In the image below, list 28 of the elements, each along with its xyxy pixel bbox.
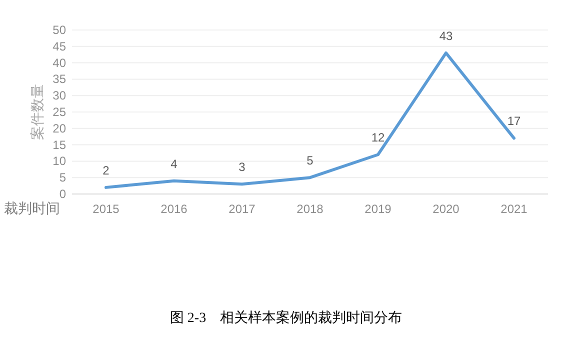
ytick-label: 10 xyxy=(52,154,66,168)
data-label: 17 xyxy=(507,114,521,128)
caption: 图 2-3 相关样本案例的裁判时间分布 xyxy=(170,311,402,326)
ytick-label: 5 xyxy=(59,170,66,185)
xtick-label: 2020 xyxy=(432,202,460,216)
data-label: 5 xyxy=(306,154,314,168)
data-label: 3 xyxy=(238,160,246,174)
xtick-label: 2016 xyxy=(160,202,188,216)
ytick-label: 50 xyxy=(52,23,66,37)
data-label: 2 xyxy=(102,163,110,178)
ytick-label: 30 xyxy=(52,88,66,103)
xtick-label: 2021 xyxy=(500,202,528,216)
data-label: 43 xyxy=(439,28,453,43)
x-axis-title: 裁判时间 xyxy=(4,200,60,216)
xtick-label: 2018 xyxy=(296,202,324,216)
ytick-label: 0 xyxy=(59,187,66,201)
ytick-label: 25 xyxy=(52,105,66,119)
ytick-label: 20 xyxy=(52,121,66,136)
ytick-label: 35 xyxy=(52,72,66,86)
xtick-label: 2019 xyxy=(364,202,392,216)
data-label: 4 xyxy=(170,156,178,171)
ytick-label: 15 xyxy=(52,138,66,152)
data-label: 12 xyxy=(371,130,385,145)
xtick-label: 2015 xyxy=(92,202,120,216)
ytick-label: 45 xyxy=(52,39,66,54)
y-axis-title: 案件数量 xyxy=(29,84,45,140)
xtick-label: 2017 xyxy=(228,202,256,216)
ytick-label: 40 xyxy=(52,56,66,70)
